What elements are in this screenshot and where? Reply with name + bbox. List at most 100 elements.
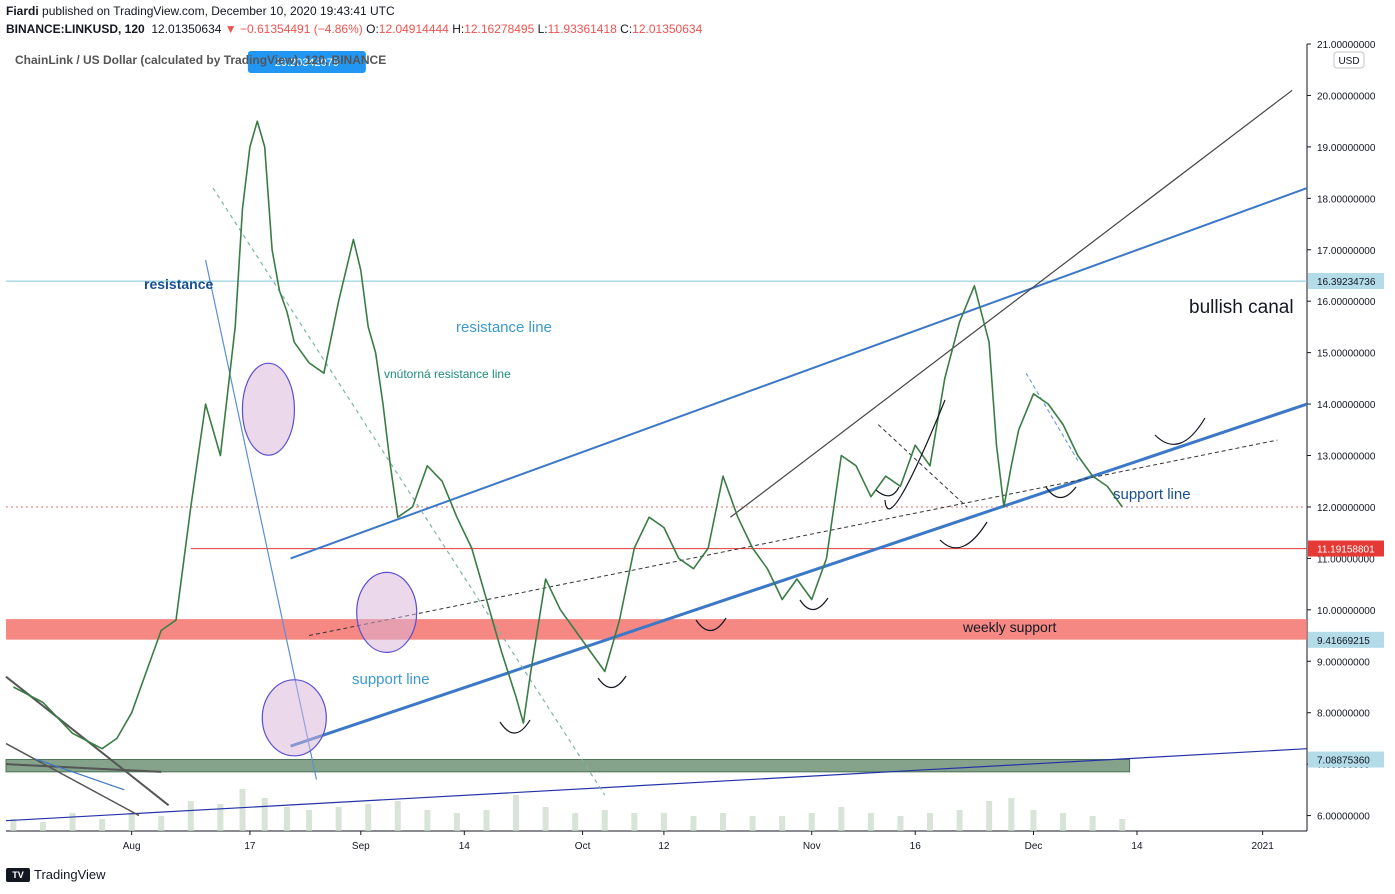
y-tick-label: 15.00000000 [1317, 349, 1376, 360]
volume-bar [239, 789, 246, 831]
x-tick-label: 2021 [1252, 841, 1275, 852]
axis-price-label: 7.08875360 [1317, 756, 1370, 767]
y-tick-label: 6.00000000 [1317, 812, 1370, 823]
y-tick-label: 10.00000000 [1317, 606, 1376, 617]
author-name[interactable]: Fiardi [6, 4, 39, 18]
price-change: ▼ −0.61354491 (−4.86%) [224, 22, 363, 36]
nov-downtrend-line [877, 424, 968, 508]
outer-channel-line [730, 89, 1293, 518]
old-downtrend-line-2 [5, 742, 140, 817]
x-tick-label: 14 [459, 841, 471, 852]
volume-bar [897, 816, 904, 831]
volume-bar [1008, 798, 1015, 831]
curve-arrow-icon [597, 675, 627, 689]
annotation-label: support line [1113, 486, 1191, 503]
dashed-midline [308, 439, 1278, 637]
y-tick-label: 8.00000000 [1317, 709, 1370, 720]
last-price: 12.01350634 [151, 22, 222, 36]
annotation-label: resistance line [456, 319, 552, 336]
y-tick-label: 20.00000000 [1317, 91, 1376, 102]
support-trendline [290, 402, 1308, 748]
price-tag-text: 20.20342079 [275, 57, 339, 69]
axis-price-label: 11.19158801 [1317, 545, 1375, 556]
volume-bar [838, 807, 845, 831]
volume-bar [779, 816, 786, 831]
volume-bar [986, 801, 993, 831]
currency-badge [1333, 51, 1365, 69]
weekly-support-zone [6, 619, 1307, 640]
high-value: 12.16278495 [464, 22, 535, 36]
x-tick-label: 17 [244, 841, 256, 852]
dec-downtrend-line [1025, 372, 1079, 461]
lower-support-zone [5, 759, 1131, 773]
volume-bar [39, 822, 46, 831]
curve-arrow-icon [695, 617, 727, 632]
x-tick-label: Nov [803, 841, 821, 852]
volume-bar [631, 813, 638, 831]
old-blue-line [35, 758, 125, 791]
x-tick-label: 12 [658, 841, 670, 852]
currency-label: USD [1338, 56, 1359, 67]
volume-bar [1060, 813, 1067, 831]
volume-bar [660, 813, 667, 831]
tradingview-footer[interactable]: TV TradingView [6, 867, 106, 882]
low-label: L: [537, 22, 548, 36]
tradingview-brand: TradingView [34, 867, 106, 882]
annotation-label: resistance [144, 276, 213, 292]
publish-info: Fiardi published on TradingView.com, Dec… [6, 4, 395, 18]
volume-bar [10, 819, 17, 831]
close-label: C: [620, 22, 633, 36]
annotation-label: vnútorná resistance line [384, 367, 511, 381]
y-tick-label: 9.00000000 [1317, 657, 1370, 668]
inner-resistance-line [212, 187, 606, 796]
y-tick-label: 16.00000000 [1317, 297, 1376, 308]
open-value: 12.04914444 [378, 22, 449, 36]
axis-price-label-bg [1308, 751, 1384, 768]
x-tick-label: 14 [1131, 841, 1143, 852]
ellipse-aug [241, 362, 296, 456]
ellipse-sep-low [261, 679, 327, 757]
volume-bar [261, 798, 268, 831]
volume-bar [394, 801, 401, 831]
curve-arrow-icon [1045, 486, 1077, 499]
volume-bar [483, 810, 490, 831]
old-support-line [5, 763, 162, 773]
channel-upper-line [290, 187, 1308, 560]
volume-bar [749, 816, 756, 831]
y-tick-label: 14.00000000 [1317, 400, 1376, 411]
curve-arrow-icon [939, 521, 988, 549]
axis-price-label-bg [1308, 540, 1384, 557]
y-tick-label: 17.00000000 [1317, 246, 1376, 257]
volume-bar [217, 804, 224, 831]
x-tick-label: 16 [910, 841, 922, 852]
y-tick-label: 12.00000000 [1317, 503, 1376, 514]
axis-price-label-bg [1308, 631, 1384, 648]
x-tick-label: Aug [123, 841, 141, 852]
annotation-label: support line [352, 671, 430, 688]
volume-bar [187, 801, 194, 831]
volume-bar [690, 816, 697, 831]
chart-title: ChainLink / US Dollar (calculated by Tra… [15, 53, 386, 67]
y-tick-label: 13.00000000 [1317, 452, 1376, 463]
low-value: 11.93361418 [547, 22, 617, 36]
y-tick-label: 19.00000000 [1317, 143, 1376, 154]
volume-bar [158, 816, 165, 831]
x-tick-label: Dec [1025, 841, 1043, 852]
volume-bar [572, 813, 579, 831]
volume-bar [1089, 816, 1096, 831]
volume-bar [424, 810, 431, 831]
volume-bar [867, 813, 874, 831]
ellipse-sep [356, 571, 418, 653]
axis-price-label-bg [1308, 273, 1384, 290]
annotation-label: bullish canal [1189, 297, 1294, 318]
axis-price-label: 9.41669215 [1317, 636, 1370, 647]
publish-text: published on TradingView.com, December 1… [42, 4, 395, 18]
volume-bar [808, 813, 815, 831]
volume-bar [513, 795, 520, 831]
volume-bar [335, 807, 342, 831]
volume-bar [956, 810, 963, 831]
y-tick-label: 11.00000000 [1317, 554, 1375, 565]
symbol-label: BINANCE:LINKUSD, 120 [6, 22, 145, 36]
volume-bar [720, 813, 727, 831]
